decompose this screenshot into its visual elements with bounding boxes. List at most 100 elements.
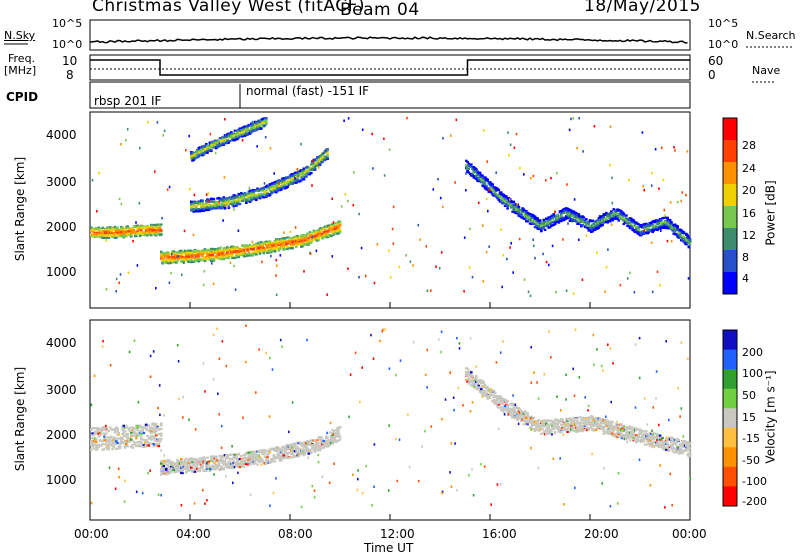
velocity-echo-cell (160, 462, 163, 465)
velocity-echo-cell (258, 450, 262, 454)
velocity-echo-cell (197, 462, 201, 465)
power-echo-cell (231, 203, 234, 206)
power-noise-cell (562, 238, 564, 241)
velocity-echo-cell (122, 442, 126, 445)
power-cb-tick-20: 20 (742, 184, 756, 197)
velocity-echo-cell (171, 461, 174, 464)
velocity-echo-cell (263, 452, 267, 455)
power-echo-cell (203, 260, 207, 263)
velocity-echo-cell (161, 471, 164, 474)
power-echo-cell (265, 195, 268, 198)
velocity-echo-cell (465, 370, 468, 374)
power-noise-cell (96, 210, 98, 213)
power-echo-cell (612, 217, 616, 220)
power-noise-cell (276, 186, 279, 189)
velocity-echo-cell (95, 443, 98, 446)
power-noise-cell (488, 245, 490, 248)
power-noise-cell (643, 229, 646, 232)
power-noise-cell (651, 290, 654, 294)
power-echo-cell (467, 171, 471, 174)
velocity-echo-cell (486, 397, 489, 400)
power-echo-cell (302, 243, 306, 247)
power-echo-cell (313, 167, 317, 170)
n-search-label: N.Search (746, 29, 796, 42)
power-echo-cell (566, 217, 569, 220)
velocity-echo-cell (168, 469, 172, 472)
velocity-echo-cell (121, 428, 124, 431)
power-echo-cell (602, 221, 606, 224)
power-echo-cell (547, 216, 551, 219)
power-noise-cell (670, 239, 673, 243)
power-echo-cell (116, 226, 119, 229)
velocity-echo-cell (153, 431, 157, 434)
velocity-echo-cell (301, 443, 304, 446)
power-noise-cell (154, 170, 156, 173)
power-noise-cell (568, 128, 571, 132)
velocity-echo-cell (320, 436, 323, 439)
power-echo-cell (90, 226, 93, 229)
power-echo-cell (583, 226, 587, 229)
velocity-ytick-2000: 2000 (46, 428, 77, 442)
velocity-echo-cell (160, 434, 163, 437)
velocity-echo-cell (150, 437, 153, 440)
power-echo-cell (482, 185, 486, 188)
power-echo-cell (246, 199, 249, 203)
power-echo-cell (317, 229, 321, 232)
power-echo-cell (237, 192, 241, 196)
velocity-echo-cell (155, 444, 158, 447)
power-noise-cell (502, 254, 505, 257)
power-echo-cell (490, 191, 493, 194)
velocity-echo-cell (147, 424, 151, 427)
velocity-echo-cell (476, 382, 479, 386)
velocity-echo-cell (247, 451, 251, 454)
power-ytick-4000: 4000 (46, 128, 77, 142)
power-echo-cell (181, 255, 184, 258)
power-noise-cell (485, 250, 488, 254)
power-echo-cell (288, 176, 292, 179)
power-echo-cell (213, 139, 217, 142)
power-echo-cell (553, 215, 557, 218)
velocity-ytick-3000: 3000 (46, 383, 77, 397)
power-echo-cell (596, 219, 599, 222)
velocity-echo-cell (467, 382, 471, 385)
velocity-echo-cell (163, 470, 167, 473)
velocity-echo-cell (320, 437, 323, 440)
velocity-echo-cell (213, 468, 217, 471)
power-noise-cell (509, 143, 512, 146)
power-noise-cell (604, 290, 606, 293)
velocity-echo-cell (122, 424, 126, 427)
velocity-echo-cell (158, 439, 162, 442)
cpid-label: CPID (6, 90, 39, 104)
power-echo-cell (535, 224, 538, 227)
power-noise-cell (224, 118, 226, 121)
velocity-echo-cell (141, 426, 144, 429)
power-noise-cell (248, 186, 251, 190)
power-noise-cell (223, 176, 226, 179)
velocity-echo-cell (161, 472, 164, 475)
power-noise-cell (409, 260, 412, 263)
power-noise-cell (454, 181, 456, 184)
velocity-echo-cell (102, 448, 106, 451)
power-echo-cell (237, 136, 241, 139)
velocity-echo-cell (220, 465, 223, 468)
power-echo-cell (496, 197, 499, 200)
power-echo-cell (466, 160, 469, 164)
power-echo-cell (565, 214, 568, 218)
velocity-echo-cell (295, 455, 298, 458)
power-echo-cell (291, 247, 294, 250)
power-echo-cell (647, 226, 651, 230)
velocity-echo-cell (126, 434, 129, 437)
power-echo-cell (625, 214, 628, 217)
velocity-echo-cell (138, 426, 142, 429)
velocity-echo-cell (130, 435, 133, 438)
power-echo-cell (321, 153, 324, 156)
power-echo-cell (203, 251, 207, 254)
power-echo-cell (201, 255, 204, 258)
velocity-echo-cell (275, 457, 278, 460)
power-echo-cell (107, 236, 111, 239)
velocity-echo-cell (160, 438, 163, 441)
power-echo-cell (512, 208, 516, 211)
power-echo-cell (100, 234, 103, 237)
power-echo-cell (557, 221, 561, 224)
power-echo-cell (548, 218, 552, 221)
